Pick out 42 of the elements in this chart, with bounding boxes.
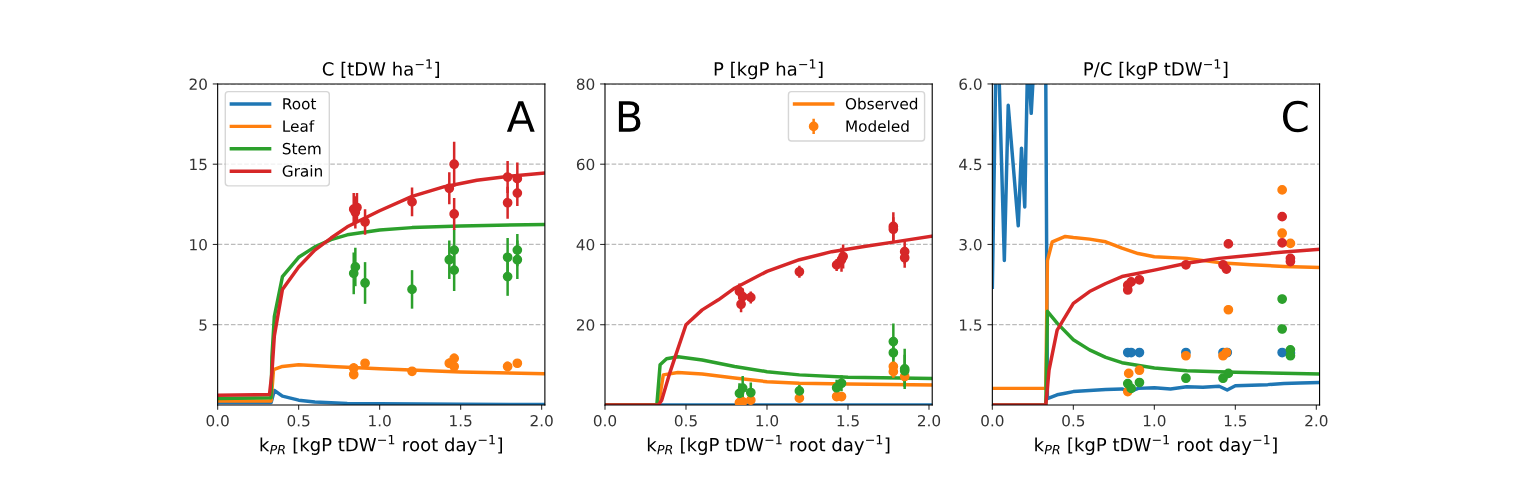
- y-tick-label: 20: [189, 78, 207, 90]
- x-tick-label: 0.0: [593, 414, 617, 427]
- x-tick-label: 0.5: [674, 414, 697, 427]
- legend-label: Modeled: [846, 120, 909, 132]
- x-tick-label: 0.5: [287, 414, 310, 427]
- chart-title: P [kgP ha$^{−1}$]: [714, 59, 823, 80]
- y-tick-label: 3.0: [959, 238, 982, 251]
- y-tick-label: 1.5: [960, 319, 982, 331]
- legend-label: Grain: [282, 164, 322, 177]
- x-tick-label: 2.0: [917, 414, 941, 427]
- x-tick-label: 0.0: [206, 414, 229, 427]
- y-tick-label: 10: [190, 238, 207, 251]
- x-tick-label: 1.5: [1224, 415, 1247, 427]
- x-tick-label: 0.5: [1062, 414, 1085, 427]
- y-tick-label: 4.5: [959, 158, 982, 171]
- legend-label: Observed: [845, 97, 918, 110]
- y-tick-label: 80: [576, 78, 595, 90]
- legend-label: Root: [283, 98, 317, 110]
- y-tick-label: 15: [190, 158, 207, 171]
- annotation: C: [1283, 100, 1308, 133]
- y-tick-label: 5: [199, 319, 207, 331]
- y-tick-label: 60: [576, 158, 595, 171]
- x-axis-title: k$_{PR}$ [kgP tDW$^{−1}$ root day$^{−1}$]: [1035, 435, 1277, 455]
- x-tick-label: 1.0: [369, 414, 391, 427]
- x-tick-label: 1.5: [837, 415, 859, 427]
- legend-label: Stem: [282, 142, 321, 155]
- y-tick-label: 6.0: [959, 78, 982, 90]
- x-tick-label: 0.0: [981, 414, 1004, 427]
- chart-title: P/C [kgP tDW$^{−1}$]: [1084, 59, 1228, 80]
- legend-label: Leaf: [283, 120, 315, 132]
- x-tick-label: 1.0: [756, 414, 779, 427]
- annotation: A: [506, 101, 535, 132]
- annotation: B: [618, 101, 641, 132]
- x-axis-title: k$_{PR}$ [kgP tDW$^{−1}$ root day$^{−1}$]: [260, 435, 502, 455]
- y-tick-label: 40: [576, 238, 595, 251]
- x-tick-label: 2.0: [1305, 414, 1328, 427]
- x-tick-label: 1.0: [1143, 414, 1166, 427]
- y-tick-label: 20: [576, 319, 595, 331]
- x-tick-label: 1.5: [450, 415, 472, 427]
- x-axis-title: k$_{PR}$ [kgP tDW$^{−1}$ root day$^{−1}$]: [647, 435, 890, 455]
- chart-title: C [tDW ha$^{−1}$]: [322, 59, 440, 78]
- x-tick-label: 2.0: [530, 414, 553, 427]
